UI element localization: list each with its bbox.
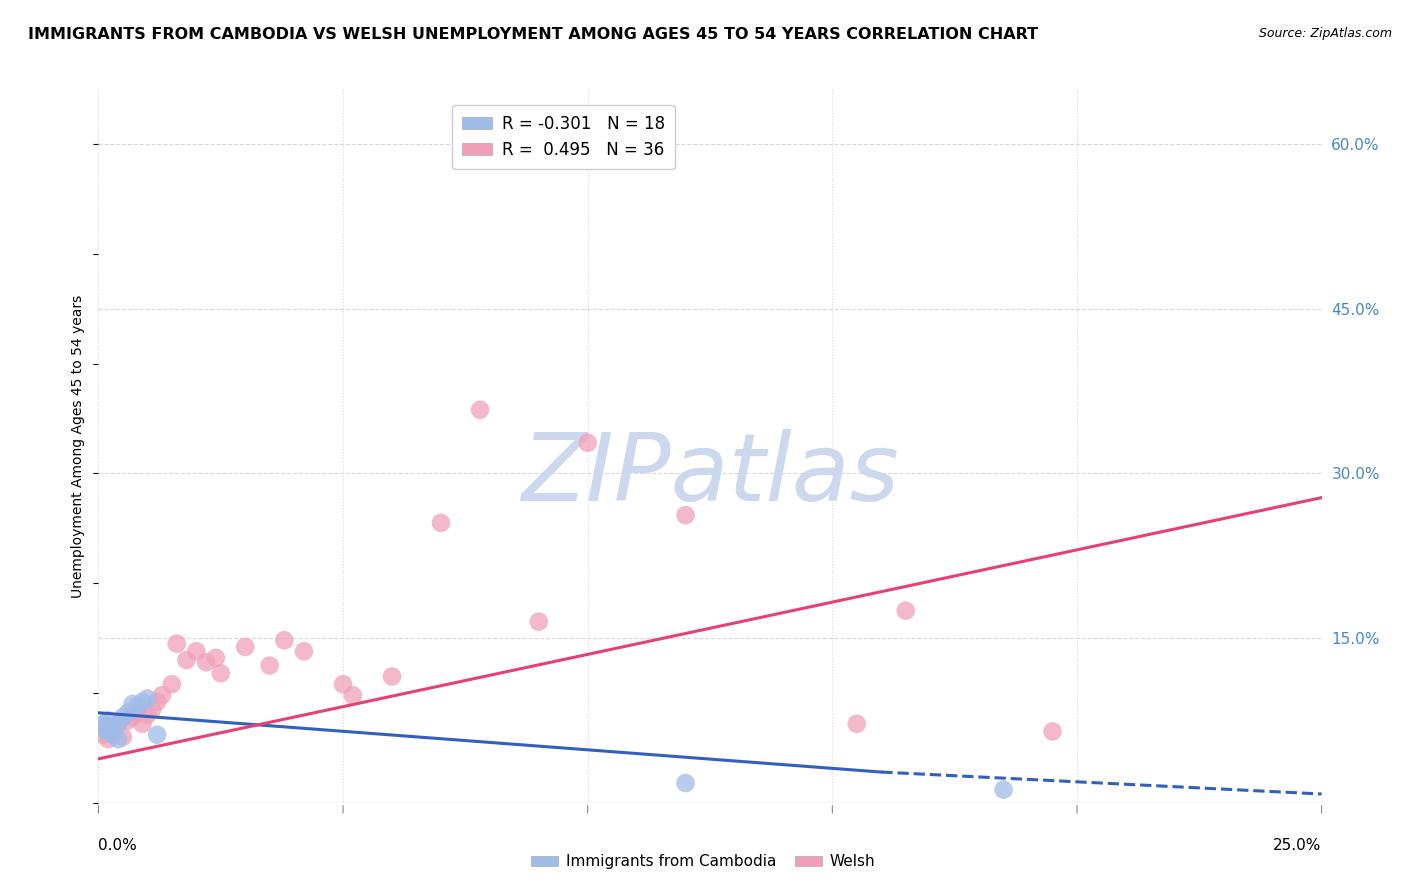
Point [160, 677, 183, 691]
Point [166, 637, 188, 651]
Text: 25.0%: 25.0% [1274, 838, 1322, 853]
Point [259, 658, 281, 673]
Point [107, 716, 129, 731]
Point [107, 716, 129, 731]
Point [111, 730, 134, 744]
Point [1042, 724, 1064, 739]
Point [136, 708, 159, 723]
Legend: Immigrants from Cambodia, Welsh: Immigrants from Cambodia, Welsh [524, 848, 882, 875]
Point [107, 732, 129, 747]
Point [675, 776, 697, 790]
Point [91, 716, 114, 731]
Point [675, 508, 697, 523]
Point [91, 728, 114, 742]
Point [468, 402, 491, 417]
Point [894, 604, 917, 618]
Point [101, 721, 124, 735]
Point [273, 633, 295, 648]
Point [131, 716, 153, 731]
Point [97, 714, 120, 728]
Point [292, 644, 315, 658]
Point [195, 655, 218, 669]
Point [527, 615, 550, 629]
Point [111, 710, 134, 724]
Point [91, 721, 114, 735]
Point [127, 706, 149, 720]
Point [97, 732, 120, 747]
Point [117, 714, 139, 728]
Text: Source: ZipAtlas.com: Source: ZipAtlas.com [1258, 27, 1392, 40]
Point [136, 691, 159, 706]
Point [150, 688, 173, 702]
Text: IMMIGRANTS FROM CAMBODIA VS WELSH UNEMPLOYMENT AMONG AGES 45 TO 54 YEARS CORRELA: IMMIGRANTS FROM CAMBODIA VS WELSH UNEMPL… [28, 27, 1038, 42]
Point [121, 710, 143, 724]
Point [117, 706, 139, 720]
Point [176, 653, 198, 667]
Point [146, 695, 169, 709]
Point [101, 724, 124, 739]
Point [127, 699, 149, 714]
Point [97, 724, 120, 739]
Point [332, 677, 354, 691]
Point [101, 721, 124, 735]
Text: 0.0%: 0.0% [98, 838, 138, 853]
Point [101, 728, 124, 742]
Point [576, 435, 599, 450]
Point [131, 695, 153, 709]
Legend: R = -0.301   N = 18, R =  0.495   N = 36: R = -0.301 N = 18, R = 0.495 N = 36 [451, 104, 675, 169]
Point [97, 719, 120, 733]
Point [186, 644, 208, 658]
Point [381, 669, 404, 683]
Point [430, 516, 453, 530]
Point [146, 728, 169, 742]
Y-axis label: Unemployment Among Ages 45 to 54 years: Unemployment Among Ages 45 to 54 years [72, 294, 86, 598]
Point [342, 688, 364, 702]
Point [233, 640, 256, 654]
Text: ZIPatlas: ZIPatlas [522, 429, 898, 520]
Point [121, 697, 143, 711]
Point [993, 782, 1015, 797]
Point [845, 716, 868, 731]
Point [141, 702, 163, 716]
Point [205, 651, 228, 665]
Point [209, 666, 232, 681]
